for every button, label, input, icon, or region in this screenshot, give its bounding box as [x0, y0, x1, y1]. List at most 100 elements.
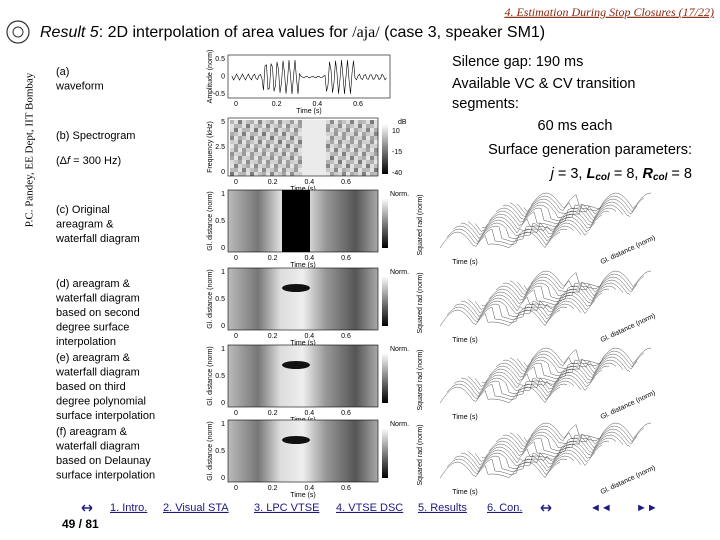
spectrogram-cell — [354, 148, 358, 152]
waterfall-line — [516, 428, 638, 445]
z-label: Squared rad (norm) — [417, 194, 424, 255]
spectrogram-cell — [230, 160, 234, 164]
spectrogram-cell — [246, 148, 250, 152]
nav-next[interactable]: ►► — [636, 502, 658, 514]
spectrogram-cell — [318, 136, 322, 140]
spectrogram-cell — [254, 168, 258, 172]
spectrogram-cell — [266, 156, 270, 160]
nav-link[interactable]: 2. Visual STA — [163, 502, 229, 514]
spectrogram-cell — [334, 132, 338, 136]
spectrogram-cell — [246, 132, 250, 136]
caption: waveform — [55, 80, 104, 92]
x-label: Time (s) — [452, 259, 477, 266]
spectrogram-cell — [246, 152, 250, 156]
spectrogram-cell — [254, 160, 258, 164]
spectrogram-cell — [302, 168, 306, 172]
nav-link[interactable]: 5. Results — [418, 502, 467, 514]
spectrogram-cell — [354, 132, 358, 136]
x-tick-label: 0.4 — [304, 255, 314, 262]
spectrogram-cell — [278, 160, 282, 164]
spectrogram-cell — [370, 164, 374, 168]
spectrogram-cell — [370, 152, 374, 156]
spectrogram-cell — [234, 128, 238, 132]
waterfall-line — [502, 282, 624, 299]
spectrogram-cell — [242, 120, 246, 124]
waterfall-line — [481, 368, 603, 385]
spectrogram-cell — [362, 128, 366, 132]
spectrogram-cell — [286, 124, 290, 128]
nav-link[interactable]: 3. LPC VTSE — [254, 502, 319, 514]
axes-frame — [227, 419, 379, 483]
nav-icon[interactable] — [540, 504, 552, 512]
spectrogram-cell — [358, 156, 362, 160]
nav-link[interactable]: 6. Con. — [487, 502, 522, 514]
x-tick-label: 0.2 — [268, 179, 278, 186]
spectrogram-cell — [302, 156, 306, 160]
spectrogram-cell — [278, 168, 282, 172]
nav-link[interactable]: 1. Intro. — [110, 502, 147, 514]
spectrogram-cell — [366, 140, 370, 144]
waterfall-line — [495, 437, 617, 455]
caption: (d) areagram & — [56, 278, 131, 290]
x-tick-label: 0 — [234, 179, 238, 186]
spectrogram-cell — [254, 128, 258, 132]
spectrogram-cell — [330, 148, 334, 152]
y-tick-label: 0 — [221, 245, 225, 252]
spectrogram-cell — [270, 128, 274, 132]
spectrogram-cell — [334, 172, 338, 176]
spectrogram-cell — [358, 148, 362, 152]
spectrogram-cell — [366, 172, 370, 176]
spectrogram-cell — [318, 156, 322, 160]
param: = 8 — [667, 166, 692, 182]
spectrogram-cell — [362, 152, 366, 156]
spectrogram-cell — [254, 148, 258, 152]
waterfall-line — [523, 350, 645, 368]
spectrogram-cell — [346, 128, 350, 132]
spectrogram-cell — [366, 168, 370, 172]
spectrogram-cell — [330, 144, 334, 148]
caption: (b) Spectrogram — [56, 130, 135, 142]
spectrogram-cell — [326, 172, 330, 176]
spectrogram-cell — [338, 124, 342, 128]
nav-link[interactable]: 4. VTSE DSC — [336, 502, 403, 514]
spectrogram-cell — [246, 168, 250, 172]
spectrogram-cell — [258, 168, 262, 172]
nav-icon[interactable] — [81, 504, 93, 512]
spectrogram-cell — [306, 140, 310, 144]
spectrogram-cell — [354, 136, 358, 140]
colorbar-title: Norm. — [390, 191, 409, 198]
nav-prev[interactable]: ◄◄ — [590, 502, 612, 514]
spectrogram-cell — [270, 164, 274, 168]
spectrogram-cell — [366, 148, 370, 152]
spectrogram-cell — [234, 172, 238, 176]
spectrogram-cell — [246, 156, 250, 160]
title-phon: /aja/ — [352, 24, 380, 41]
spectrogram-cell — [282, 128, 286, 132]
spectrogram-cell — [350, 164, 354, 168]
spectrogram-cell — [258, 164, 262, 168]
spectrogram-cell — [262, 124, 266, 128]
spectrogram-cell — [286, 164, 290, 168]
spectrogram-cell — [302, 172, 306, 176]
spectrogram-cell — [326, 140, 330, 144]
spectrogram-cell — [234, 156, 238, 160]
y-tick-label: 0 — [221, 400, 225, 407]
spectrogram-cell — [282, 156, 286, 160]
spectrogram-cell — [278, 120, 282, 124]
spectrogram-cell — [290, 132, 294, 136]
spectrogram-cell — [262, 136, 266, 140]
spectrogram-cell — [274, 120, 278, 124]
spectrogram-cell — [342, 152, 346, 156]
y-tick-label: 1 — [221, 269, 225, 276]
spectrogram-cell — [370, 124, 374, 128]
spectrogram-cell — [266, 148, 270, 152]
y-tick-label: 0 — [221, 73, 225, 80]
caption: based on Delaunay — [56, 455, 151, 467]
spectrogram-cell — [234, 168, 238, 172]
y-tick-label: 1 — [221, 421, 225, 428]
spectrogram-cell — [338, 128, 342, 132]
y-tick-label: 0.5 — [215, 56, 225, 63]
spectrogram-cell — [314, 128, 318, 132]
params: j = 3, Lcol = 8, Rcol = 8 — [549, 166, 692, 183]
